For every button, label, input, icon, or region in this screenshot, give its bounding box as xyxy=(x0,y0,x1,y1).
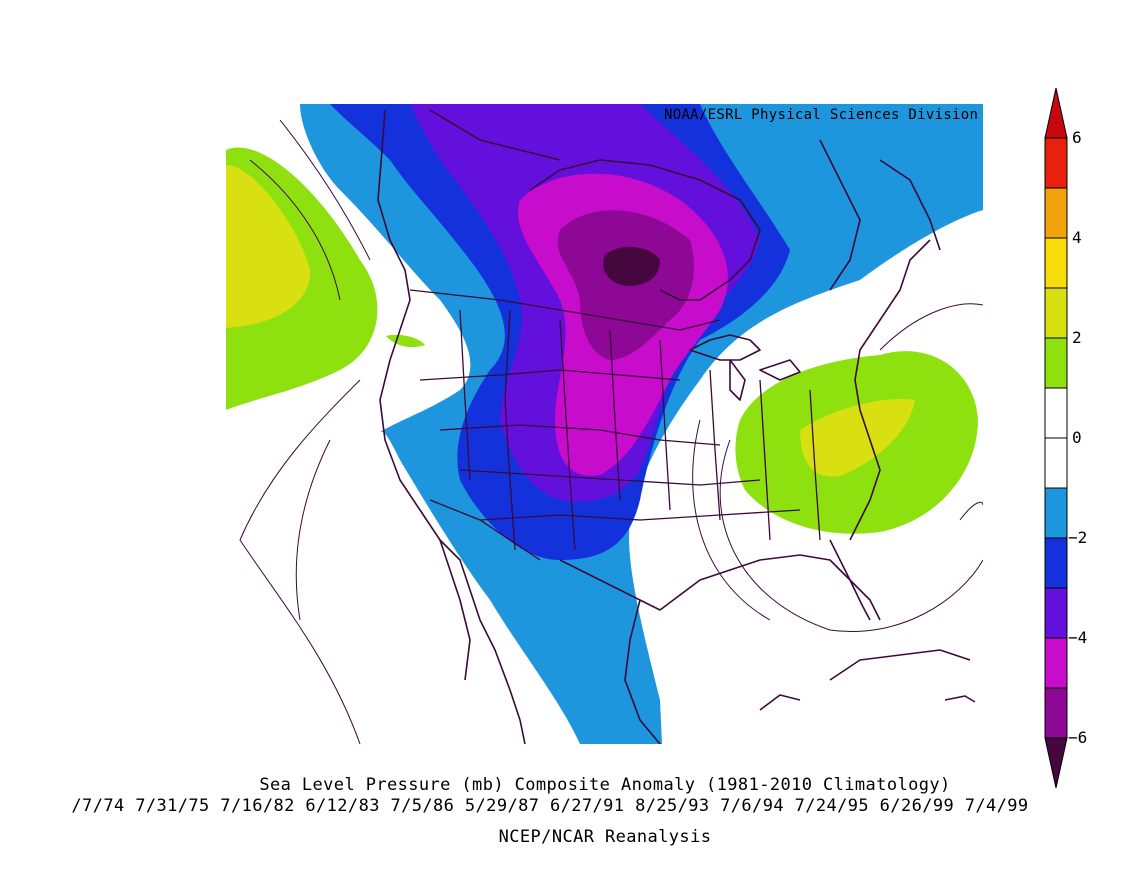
colorbar-tick-label: −4 xyxy=(1068,628,1088,647)
contour-lines xyxy=(239,119,983,744)
colorbar-tick-label: 4 xyxy=(1072,228,1082,247)
small-green-patch xyxy=(386,334,425,348)
colorbar-swatch xyxy=(1044,687,1068,739)
colorbar-tick-label: 2 xyxy=(1072,328,1082,347)
coastlines xyxy=(377,109,976,744)
colorbar-tick-label: −6 xyxy=(1068,728,1088,747)
map-title: Sea Level Pressure (mb) Composite Anomal… xyxy=(259,775,951,795)
negative-anomaly-darkest xyxy=(602,246,660,286)
data-source: NCEP/NCAR Reanalysis xyxy=(498,827,712,847)
colorbar-swatch xyxy=(1044,487,1068,539)
colorbar-swatch xyxy=(1044,537,1068,589)
colorbar-swatch xyxy=(1044,337,1068,389)
colorbar-high-arrow xyxy=(1044,87,1068,139)
composite-dates: /7/74 7/31/75 7/16/82 6/12/83 7/5/86 5/2… xyxy=(71,796,1029,816)
colorbar-low-arrow xyxy=(1044,737,1068,789)
credit-label: NOAA/ESRL Physical Sciences Division xyxy=(664,107,979,123)
colorbar-tick-label: 0 xyxy=(1072,428,1082,447)
colorbar-swatch xyxy=(1044,387,1068,439)
colorbar-swatch xyxy=(1044,237,1068,289)
colorbar-swatch xyxy=(1044,637,1068,689)
colorbar-swatch xyxy=(1044,187,1068,239)
colorbar-swatch xyxy=(1044,287,1068,339)
colorbar-swatch xyxy=(1044,587,1068,639)
colorbar-swatch xyxy=(1044,137,1068,189)
political-borders xyxy=(409,289,821,561)
map-frame xyxy=(226,104,983,744)
colorbar-swatch xyxy=(1044,437,1068,489)
eastcoast-high-anomaly-inner xyxy=(800,399,915,477)
colorbar xyxy=(1044,87,1068,789)
colorbar-tick-label: −2 xyxy=(1068,528,1088,547)
colorbar-tick-label: 6 xyxy=(1072,128,1082,147)
pacific-high-anomaly-inner xyxy=(226,165,311,328)
